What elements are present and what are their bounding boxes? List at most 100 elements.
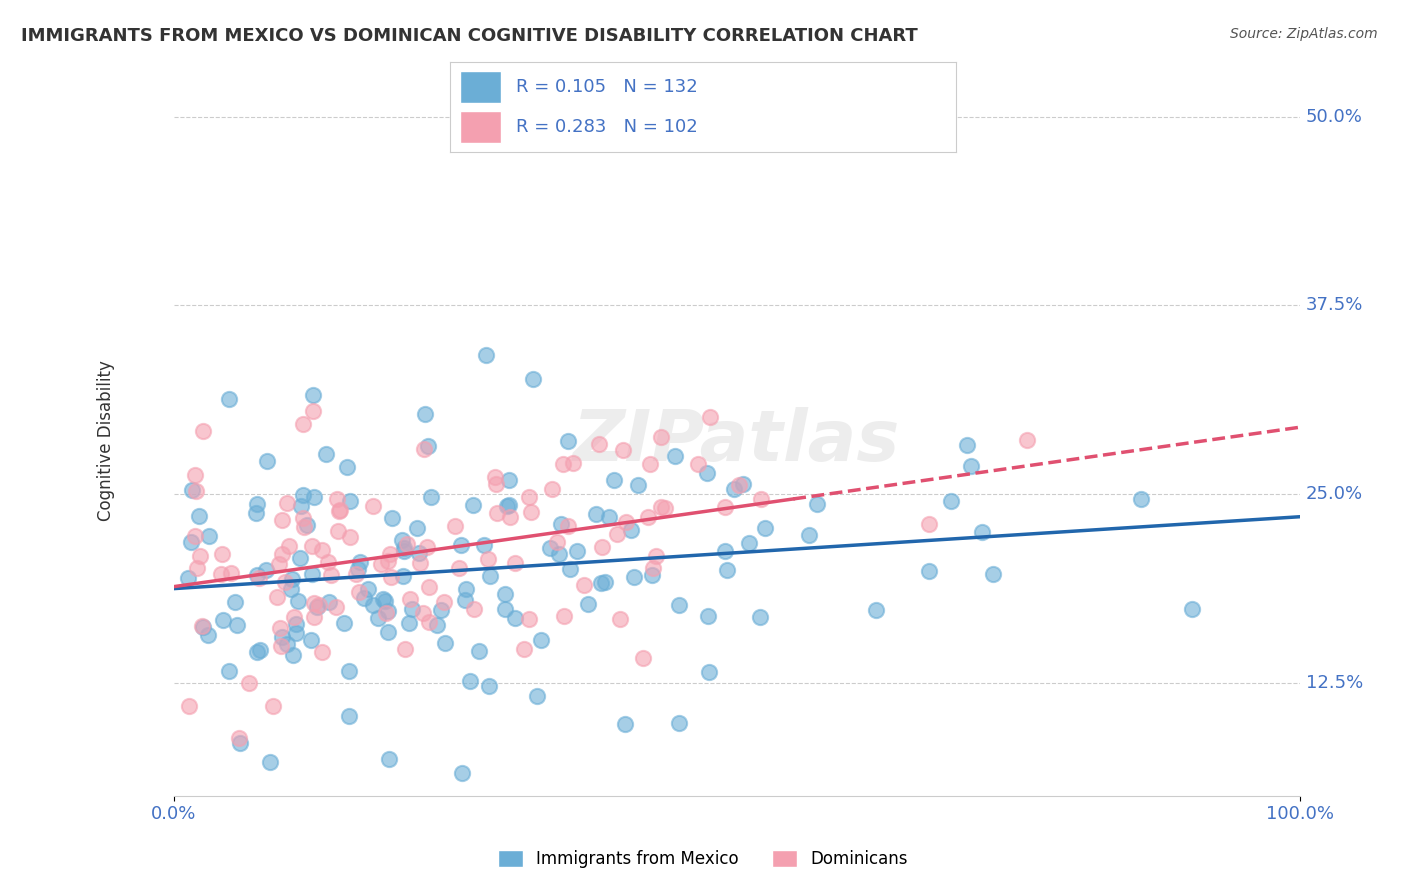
Point — [614, 716, 637, 731]
Point — [377, 604, 399, 618]
Point — [318, 595, 340, 609]
Point — [517, 490, 540, 504]
Point — [315, 447, 337, 461]
Point — [188, 508, 211, 523]
Point — [392, 544, 415, 558]
Point — [485, 477, 508, 491]
Point — [318, 556, 340, 570]
Point — [463, 498, 485, 512]
Point — [650, 500, 672, 514]
Point — [1130, 492, 1153, 507]
Point — [394, 642, 416, 657]
Point — [806, 497, 828, 511]
Point — [458, 673, 481, 688]
Point — [727, 478, 749, 492]
Point — [305, 599, 328, 614]
Point — [367, 611, 389, 625]
Point — [631, 650, 654, 665]
Point — [291, 488, 314, 502]
Point — [276, 496, 298, 510]
Point — [454, 582, 477, 596]
Point — [370, 558, 392, 572]
Point — [209, 567, 232, 582]
Point — [479, 568, 502, 582]
Point — [551, 457, 574, 471]
Point — [420, 490, 443, 504]
Point — [396, 537, 419, 551]
Point — [246, 567, 269, 582]
Point — [228, 731, 250, 746]
Point — [637, 509, 659, 524]
Point — [654, 500, 676, 515]
Point — [498, 498, 520, 512]
Point — [593, 575, 616, 590]
Point — [346, 567, 368, 582]
Point — [301, 567, 323, 582]
Point — [561, 456, 583, 470]
Point — [731, 476, 754, 491]
Point — [627, 478, 650, 492]
Text: R = 0.105   N = 132: R = 0.105 N = 132 — [516, 78, 697, 95]
Point — [188, 549, 211, 564]
Point — [557, 434, 579, 448]
Point — [526, 689, 548, 703]
Point — [408, 546, 430, 560]
Point — [308, 599, 330, 613]
Point — [249, 643, 271, 657]
Point — [981, 567, 1004, 582]
Point — [181, 483, 204, 497]
Point — [302, 491, 325, 505]
Point — [377, 752, 399, 766]
Point — [449, 560, 471, 574]
Point — [412, 442, 434, 457]
Point — [218, 392, 240, 407]
Text: Cognitive Disability: Cognitive Disability — [97, 360, 115, 522]
Point — [361, 599, 384, 613]
Text: 50.0%: 50.0% — [1306, 108, 1362, 126]
Point — [547, 547, 569, 561]
Point — [284, 617, 307, 632]
Point — [339, 530, 361, 544]
Point — [270, 514, 292, 528]
Point — [394, 541, 416, 556]
Point — [620, 523, 643, 537]
Point — [406, 521, 429, 535]
Point — [494, 602, 516, 616]
Point — [271, 630, 294, 644]
Text: Source: ZipAtlas.com: Source: ZipAtlas.com — [1230, 27, 1378, 41]
Point — [609, 612, 631, 626]
Point — [377, 554, 399, 568]
Point — [259, 755, 281, 769]
Point — [918, 564, 941, 578]
Point — [302, 404, 325, 418]
Point — [865, 603, 887, 617]
Point — [426, 617, 449, 632]
Point — [378, 548, 401, 562]
Point — [180, 534, 202, 549]
Point — [326, 524, 349, 538]
Point — [380, 569, 402, 583]
Point — [443, 518, 465, 533]
Point — [418, 580, 440, 594]
Point — [337, 709, 360, 723]
Point — [638, 457, 661, 471]
Point — [408, 556, 430, 570]
Point — [333, 615, 356, 630]
Point — [391, 533, 413, 547]
Text: 12.5%: 12.5% — [1306, 673, 1362, 691]
Point — [292, 520, 315, 534]
Point — [266, 590, 288, 604]
Point — [184, 467, 207, 482]
Point — [311, 543, 333, 558]
Point — [226, 618, 249, 632]
Point — [353, 591, 375, 606]
Point — [572, 578, 595, 592]
Point — [249, 571, 271, 585]
Point — [347, 562, 370, 576]
Point — [349, 555, 371, 569]
Point — [696, 467, 718, 481]
Point — [267, 558, 290, 572]
Point — [211, 548, 233, 562]
Point — [256, 454, 278, 468]
Point — [472, 538, 495, 552]
